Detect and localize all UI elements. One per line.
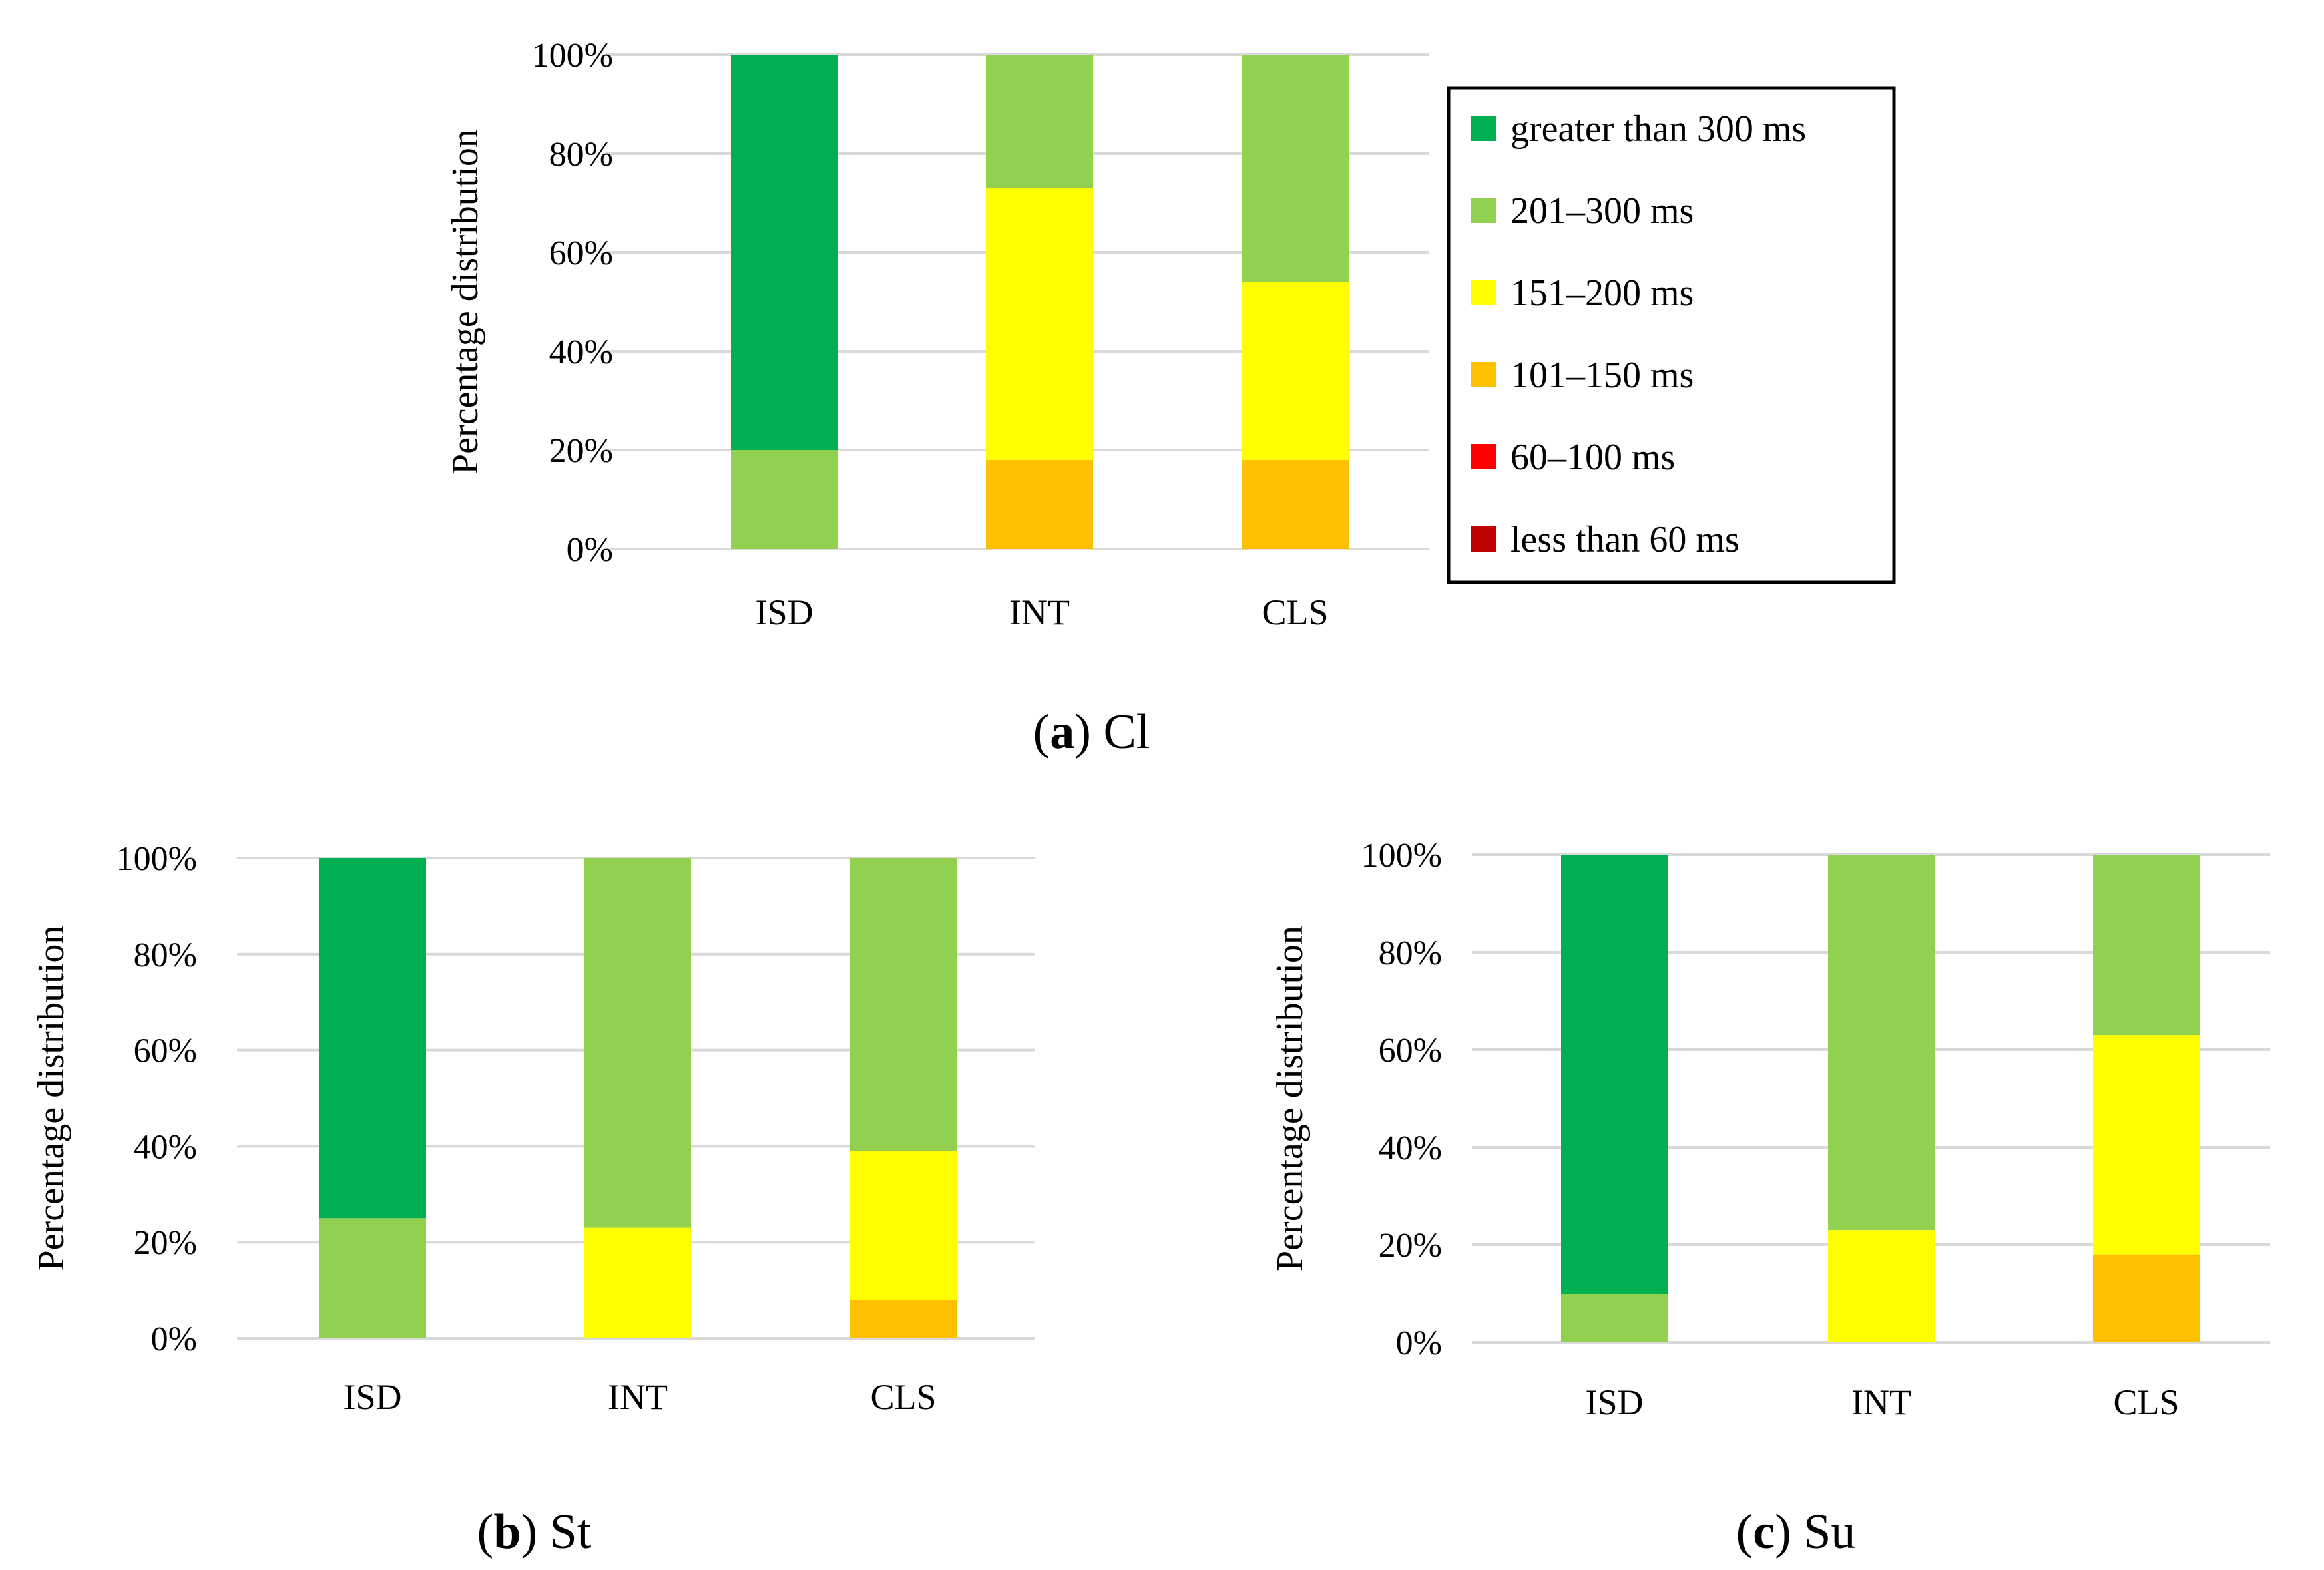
- y-tick-label: 20%: [134, 1224, 197, 1262]
- panel-caption: (a) Cl: [1033, 705, 1150, 759]
- y-tick-label: 100%: [1361, 837, 1442, 875]
- bar-segment-isd: [731, 55, 838, 450]
- bar-segment-isd: [731, 450, 838, 549]
- chart-panel-a: 0% 20% 40% 60% 80% 100% ISD INT CLS Percentage di…: [445, 37, 1429, 759]
- bar-segment-isd: [1561, 855, 1668, 1294]
- bar-segment-int: [584, 1227, 691, 1338]
- x-category-label: ISD: [755, 592, 813, 632]
- caption-name: ) Cl: [1074, 705, 1150, 759]
- y-axis-label: Percentage distribution: [445, 129, 486, 475]
- legend-swatch: [1471, 362, 1496, 387]
- x-category-label: CLS: [1262, 592, 1328, 632]
- y-tick-label: 100%: [532, 37, 613, 75]
- bar-segment-isd: [319, 858, 426, 1219]
- bar-segment-cls: [850, 1151, 957, 1300]
- bar-segment-int: [584, 858, 691, 1228]
- y-tick-label: 60%: [1379, 1032, 1442, 1070]
- x-category-label: INT: [608, 1377, 668, 1417]
- y-tick-label: 40%: [134, 1128, 197, 1166]
- legend-label: 60–100 ms: [1510, 437, 1675, 478]
- legend-label: less than 60 ms: [1510, 519, 1740, 560]
- legend-label: 101–150 ms: [1510, 355, 1694, 396]
- bar-segment-cls: [850, 858, 957, 1151]
- bar-segment-int: [1828, 855, 1935, 1231]
- panel-caption: (c) Su: [1736, 1505, 1856, 1559]
- caption-name: ) Su: [1775, 1505, 1855, 1559]
- caption-letter: c: [1753, 1505, 1775, 1559]
- bar-segment-cls: [1242, 459, 1349, 549]
- y-tick-label: 80%: [549, 136, 613, 174]
- bar-segment-isd: [319, 1218, 426, 1338]
- y-tick-label: 0%: [151, 1320, 197, 1358]
- bar-segment-cls: [2093, 1035, 2200, 1255]
- chart-panel-b: 0% 20% 40% 60% 80% 100% ISD INT CLS Percentage di…: [31, 840, 1035, 1559]
- x-category-label: INT: [1851, 1382, 1911, 1422]
- legend-label: 201–300 ms: [1510, 190, 1694, 232]
- bar-segment-cls: [1242, 55, 1349, 282]
- legend-swatch: [1471, 198, 1496, 223]
- legend-swatch: [1471, 116, 1496, 141]
- y-tick-label: 100%: [116, 840, 197, 878]
- y-tick-label: 0%: [567, 531, 613, 569]
- y-tick-label: 80%: [1379, 934, 1442, 972]
- y-axis-label: Percentage distribution: [1269, 926, 1311, 1271]
- caption-paren-open: (: [1736, 1505, 1753, 1559]
- x-category-label: CLS: [870, 1377, 936, 1417]
- bar-segment-isd: [1561, 1294, 1668, 1342]
- legend-box: [1447, 86, 1896, 584]
- panel-caption: (b) St: [477, 1505, 592, 1559]
- bar-segment-int: [986, 55, 1093, 188]
- y-tick-label: 40%: [1379, 1129, 1442, 1167]
- x-category-label: ISD: [1585, 1382, 1643, 1422]
- legend-label: greater than 300 ms: [1510, 108, 1806, 150]
- bar-segment-cls: [2093, 1254, 2200, 1342]
- y-tick-label: 20%: [1379, 1227, 1442, 1265]
- legend: greater than 300 ms 201–300 ms 151–200 ms 1…: [1447, 86, 1896, 584]
- chart-panel-c: 0% 20% 40% 60% 80% 100% ISD INT CLS Percentage di…: [1269, 837, 2270, 1559]
- caption-paren-open: (: [1033, 705, 1050, 759]
- bar-segment-cls: [850, 1300, 957, 1338]
- caption-letter: b: [493, 1505, 521, 1559]
- legend-swatch: [1471, 526, 1496, 552]
- bar-segment-cls: [1242, 282, 1349, 460]
- bar-segment-int: [986, 459, 1093, 549]
- legend-label: 151–200 ms: [1510, 272, 1694, 314]
- bar-segment-int: [986, 188, 1093, 460]
- bar-segment-cls: [2093, 855, 2200, 1036]
- bar-segment-int: [1828, 1230, 1935, 1342]
- y-tick-label: 20%: [549, 432, 613, 470]
- y-tick-label: 80%: [134, 936, 197, 974]
- legend-swatch: [1471, 280, 1496, 305]
- y-tick-label: 60%: [134, 1032, 197, 1070]
- x-category-label: CLS: [2113, 1382, 2179, 1422]
- caption-paren-open: (: [477, 1505, 494, 1559]
- legend-swatch: [1471, 444, 1496, 469]
- caption-name: ) St: [521, 1505, 591, 1559]
- y-tick-label: 0%: [1396, 1324, 1442, 1362]
- y-tick-label: 60%: [549, 234, 613, 272]
- x-category-label: ISD: [343, 1377, 401, 1417]
- y-tick-label: 40%: [549, 333, 613, 371]
- x-category-label: INT: [1009, 592, 1070, 632]
- y-axis-label: Percentage distribution: [31, 926, 72, 1271]
- caption-letter: a: [1050, 705, 1074, 759]
